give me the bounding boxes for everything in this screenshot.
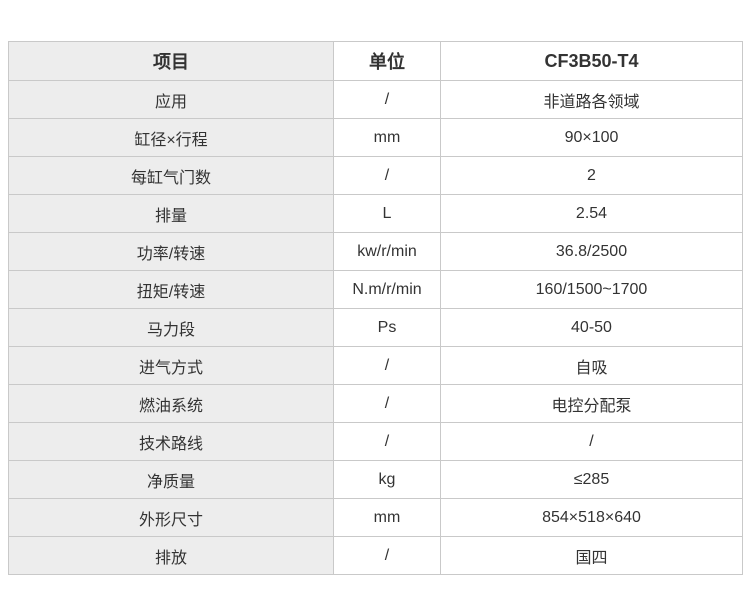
- spec-value-cell: 90×100: [440, 118, 743, 157]
- spec-unit-cell: N.m/r/min: [333, 270, 441, 309]
- table-row: 排量 L 2.54: [8, 194, 743, 233]
- spec-unit-cell: /: [333, 156, 441, 195]
- spec-value-cell: 2.54: [440, 194, 743, 233]
- spec-value-cell: 36.8/2500: [440, 232, 743, 271]
- spec-item-cell: 技术路线: [8, 422, 334, 461]
- spec-unit-cell: /: [333, 422, 441, 461]
- table-row: 燃油系统 / 电控分配泵: [8, 384, 743, 423]
- table-row: 技术路线 / /: [8, 422, 743, 461]
- column-header-unit: 单位: [333, 41, 441, 81]
- table-row: 马力段 Ps 40-50: [8, 308, 743, 347]
- spec-value-cell: 电控分配泵: [440, 384, 743, 423]
- table-row: 净质量 kg ≤285: [8, 460, 743, 499]
- spec-unit-cell: mm: [333, 118, 441, 157]
- table-header-row: 项目 单位 CF3B50-T4: [8, 41, 743, 81]
- spec-value-cell: ≤285: [440, 460, 743, 499]
- spec-unit-cell: kg: [333, 460, 441, 499]
- engine-spec-table: 项目 单位 CF3B50-T4 应用 / 非道路各领域 缸径×行程 mm 90×…: [8, 41, 743, 575]
- spec-item-cell: 净质量: [8, 460, 334, 499]
- table-row: 应用 / 非道路各领域: [8, 80, 743, 119]
- spec-item-cell: 应用: [8, 80, 334, 119]
- table-row: 外形尺寸 mm 854×518×640: [8, 498, 743, 537]
- table-row: 功率/转速 kw/r/min 36.8/2500: [8, 232, 743, 271]
- table-row: 排放 / 国四: [8, 536, 743, 575]
- spec-unit-cell: kw/r/min: [333, 232, 441, 271]
- spec-item-cell: 排量: [8, 194, 334, 233]
- spec-item-cell: 燃油系统: [8, 384, 334, 423]
- spec-item-cell: 每缸气门数: [8, 156, 334, 195]
- spec-unit-cell: /: [333, 346, 441, 385]
- spec-item-cell: 外形尺寸: [8, 498, 334, 537]
- spec-item-cell: 扭矩/转速: [8, 270, 334, 309]
- spec-unit-cell: mm: [333, 498, 441, 537]
- spec-item-cell: 功率/转速: [8, 232, 334, 271]
- spec-item-cell: 马力段: [8, 308, 334, 347]
- spec-value-cell: 160/1500~1700: [440, 270, 743, 309]
- spec-value-cell: 40-50: [440, 308, 743, 347]
- spec-unit-cell: /: [333, 536, 441, 575]
- table-row: 每缸气门数 / 2: [8, 156, 743, 195]
- table-row: 缸径×行程 mm 90×100: [8, 118, 743, 157]
- table-row: 进气方式 / 自吸: [8, 346, 743, 385]
- column-header-item: 项目: [8, 41, 334, 81]
- spec-value-cell: 854×518×640: [440, 498, 743, 537]
- spec-value-cell: 自吸: [440, 346, 743, 385]
- spec-value-cell: 2: [440, 156, 743, 195]
- table-row: 扭矩/转速 N.m/r/min 160/1500~1700: [8, 270, 743, 309]
- spec-unit-cell: L: [333, 194, 441, 233]
- spec-item-cell: 进气方式: [8, 346, 334, 385]
- column-header-model: CF3B50-T4: [440, 41, 743, 81]
- spec-value-cell: /: [440, 422, 743, 461]
- spec-item-cell: 排放: [8, 536, 334, 575]
- spec-item-cell: 缸径×行程: [8, 118, 334, 157]
- spec-unit-cell: Ps: [333, 308, 441, 347]
- spec-unit-cell: /: [333, 80, 441, 119]
- spec-value-cell: 国四: [440, 536, 743, 575]
- spec-unit-cell: /: [333, 384, 441, 423]
- spec-value-cell: 非道路各领域: [440, 80, 743, 119]
